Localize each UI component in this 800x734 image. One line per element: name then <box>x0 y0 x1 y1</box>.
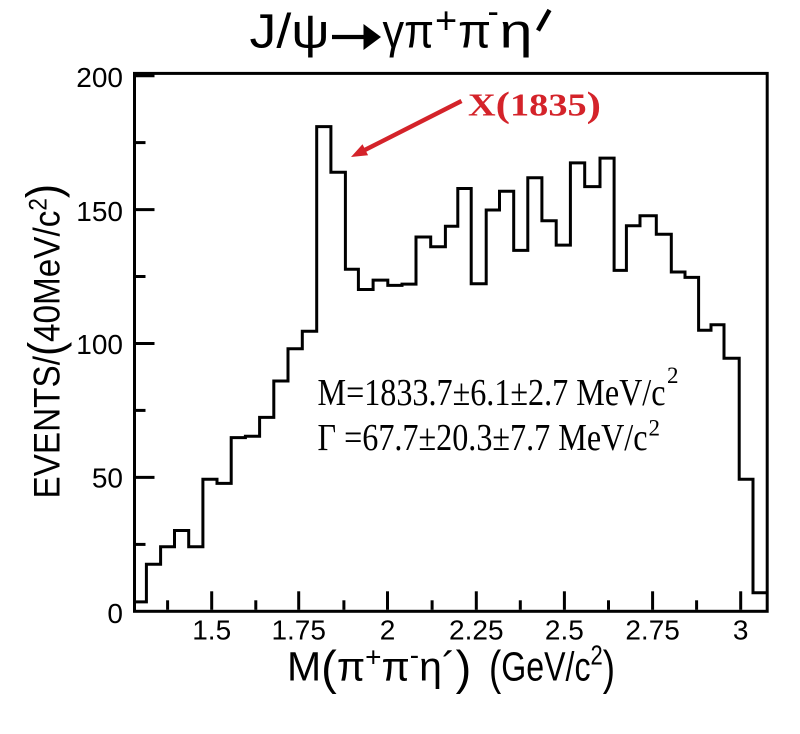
svg-text:M(π+π-η´): M(π+π-η´) <box>287 640 471 695</box>
svg-text:100: 100 <box>76 329 123 360</box>
svg-text:2: 2 <box>667 363 679 388</box>
svg-text:η: η <box>500 6 533 59</box>
svg-text:+: + <box>435 1 457 43</box>
svg-text:2.5: 2.5 <box>545 615 584 646</box>
svg-text:1.75: 1.75 <box>271 615 326 646</box>
svg-text:150: 150 <box>76 196 123 227</box>
svg-text:Γ =67.7±20.3±7.7 MeV/c: Γ =67.7±20.3±7.7 MeV/c <box>318 417 648 459</box>
svg-text:2: 2 <box>649 416 661 441</box>
svg-text:2: 2 <box>380 615 396 646</box>
svg-text:π: π <box>458 6 491 59</box>
svg-text:M=1833.7±6.1±2.7 MeV/c: M=1833.7±6.1±2.7 MeV/c <box>318 372 666 414</box>
svg-text:(GeV/c2): (GeV/c2) <box>489 640 615 695</box>
svg-text:X(1835): X (1835) <box>468 84 601 124</box>
svg-text:2.25: 2.25 <box>449 615 504 646</box>
svg-text:J/ψ: J/ψ <box>250 6 330 59</box>
svg-text:γπ: γπ <box>383 6 435 59</box>
svg-text:EVENTS/(40MeV/c2): EVENTS/(40MeV/c2) <box>18 184 72 499</box>
svg-text:0: 0 <box>107 598 123 629</box>
svg-text:50: 50 <box>92 463 123 494</box>
svg-text:-: - <box>488 0 499 31</box>
svg-text:2.75: 2.75 <box>625 615 680 646</box>
svg-text:1.5: 1.5 <box>192 615 231 646</box>
svg-text:200: 200 <box>76 62 123 93</box>
svg-text:3: 3 <box>733 615 749 646</box>
